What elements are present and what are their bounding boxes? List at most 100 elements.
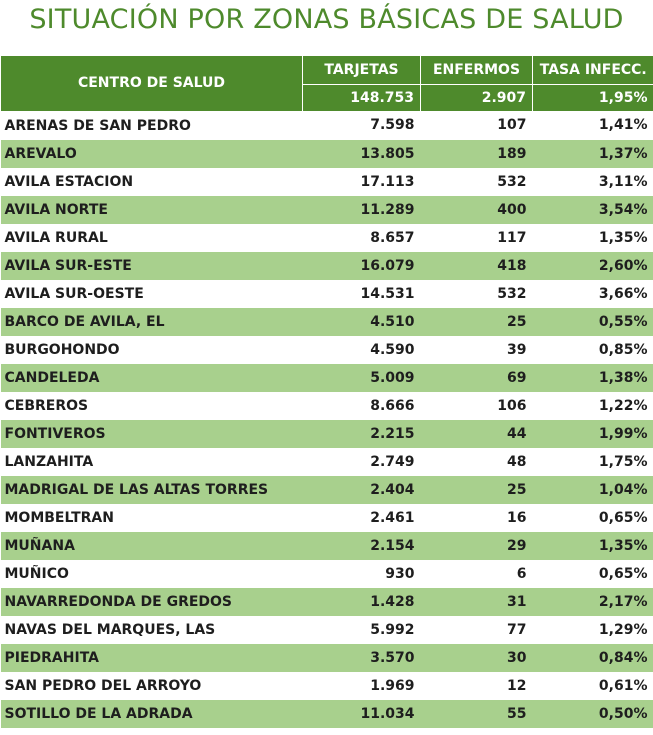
cell-centro: SAN PEDRO DEL ARROYO	[0, 671, 303, 700]
cell-tarjetas: 2.404	[302, 475, 421, 504]
table-row: AVILA ESTACION 17.113 532 3,11%	[0, 167, 653, 196]
cell-tarjetas: 16.079	[302, 251, 421, 280]
cell-tasa: 0,55%	[532, 307, 653, 336]
table-row: BURGOHONDO 4.590 39 0,85%	[0, 335, 653, 364]
cell-enfermos: 39	[420, 335, 533, 364]
cell-tasa: 0,84%	[532, 643, 653, 672]
cell-tasa: 1,35%	[532, 531, 653, 560]
cell-enfermos: 6	[420, 559, 533, 588]
table-row: MADRIGAL DE LAS ALTAS TORRES 2.404 25 1,04%	[0, 475, 653, 504]
table-row: NAVARREDONDA DE GREDOS 1.428 31 2,17%	[0, 587, 653, 616]
totals-row: 148.753 2.907 1,95%	[1, 84, 653, 111]
cell-tasa: 3,11%	[532, 167, 653, 196]
cell-enfermos: 69	[420, 363, 533, 392]
column-header-centro: CENTRO DE SALUD	[0, 56, 303, 112]
table-row: SAN PEDRO DEL ARROYO 1.969 12 0,61%	[0, 671, 653, 700]
cell-tasa: 2,60%	[532, 251, 653, 280]
cell-enfermos: 44	[420, 419, 533, 448]
cell-tasa: 1,04%	[532, 475, 653, 504]
cell-enfermos: 25	[420, 475, 533, 504]
cell-enfermos: 16	[420, 503, 533, 532]
cell-centro: AVILA SUR-OESTE	[0, 279, 303, 308]
cell-tasa: 0,85%	[532, 335, 653, 364]
table-row: FONTIVEROS 2.215 44 1,99%	[0, 419, 653, 448]
cell-tarjetas: 5.992	[302, 615, 421, 644]
table-header: CENTRO DE SALUD TARJETAS ENFERMOS TASA I…	[0, 56, 653, 112]
cell-tarjetas: 930	[302, 559, 421, 588]
cell-enfermos: 532	[420, 279, 533, 308]
cell-centro: LANZAHITA	[0, 447, 303, 476]
cell-centro: CANDELEDA	[0, 363, 303, 392]
cell-enfermos: 418	[420, 251, 533, 280]
cell-centro: CEBREROS	[0, 391, 303, 420]
total-tasa: 1,95%	[532, 84, 653, 111]
table-row: ARENAS DE SAN PEDRO 7.598 107 1,41%	[0, 111, 653, 140]
table-row: LANZAHITA 2.749 48 1,75%	[0, 447, 653, 476]
table-row: NAVAS DEL MARQUES, LAS 5.992 77 1,29%	[0, 615, 653, 644]
cell-tarjetas: 11.289	[302, 195, 421, 224]
cell-tasa: 1,35%	[532, 223, 653, 252]
cell-centro: AVILA SUR-ESTE	[0, 251, 303, 280]
cell-centro: AVILA RURAL	[0, 223, 303, 252]
table-row: MUÑICO 930 6 0,65%	[0, 559, 653, 588]
cell-centro: AREVALO	[0, 139, 303, 168]
cell-centro: MUÑICO	[0, 559, 303, 588]
cell-centro: PIEDRAHITA	[0, 643, 303, 672]
table-row: AREVALO 13.805 189 1,37%	[0, 139, 653, 168]
cell-tarjetas: 8.666	[302, 391, 421, 420]
cell-tasa: 0,50%	[532, 699, 653, 728]
cell-centro: FONTIVEROS	[0, 419, 303, 448]
table-row: CEBREROS 8.666 106 1,22%	[0, 391, 653, 420]
header-row: CENTRO DE SALUD TARJETAS ENFERMOS TASA I…	[0, 56, 653, 112]
cell-centro: AVILA ESTACION	[0, 167, 303, 196]
cell-tarjetas: 11.034	[302, 699, 421, 728]
cell-tarjetas: 2.461	[302, 503, 421, 532]
cell-centro: NAVAS DEL MARQUES, LAS	[0, 615, 303, 644]
cell-centro: ARENAS DE SAN PEDRO	[0, 111, 303, 140]
table-row: PIEDRAHITA 3.570 30 0,84%	[0, 643, 653, 672]
cell-enfermos: 400	[420, 195, 533, 224]
table-row: AVILA RURAL 8.657 117 1,35%	[0, 223, 653, 252]
cell-tarjetas: 8.657	[302, 223, 421, 252]
table-row: CANDELEDA 5.009 69 1,38%	[0, 363, 653, 392]
cell-centro: BURGOHONDO	[0, 335, 303, 364]
cell-enfermos: 117	[420, 223, 533, 252]
cell-tasa: 3,66%	[532, 279, 653, 308]
cell-tarjetas: 5.009	[302, 363, 421, 392]
cell-enfermos: 30	[420, 643, 533, 672]
cell-tasa: 3,54%	[532, 195, 653, 224]
cell-tasa: 0,65%	[532, 559, 653, 588]
cell-centro: MUÑANA	[0, 531, 303, 560]
cell-tarjetas: 4.510	[302, 307, 421, 336]
cell-enfermos: 107	[420, 111, 533, 140]
cell-enfermos: 189	[420, 139, 533, 168]
cell-tarjetas: 2.154	[302, 531, 421, 560]
total-tarjetas: 148.753	[302, 84, 421, 111]
table-row: MUÑANA 2.154 29 1,35%	[0, 531, 653, 560]
column-header-tarjetas: TARJETAS	[302, 56, 421, 85]
cell-tarjetas: 17.113	[302, 167, 421, 196]
column-header-enfermos: ENFERMOS	[420, 56, 533, 85]
total-enfermos: 2.907	[420, 84, 533, 111]
cell-tasa: 1,37%	[532, 139, 653, 168]
table-row: AVILA NORTE 11.289 400 3,54%	[0, 195, 653, 224]
cell-tasa: 1,99%	[532, 419, 653, 448]
cell-tarjetas: 7.598	[302, 111, 421, 140]
table-row: AVILA SUR-OESTE 14.531 532 3,66%	[0, 279, 653, 308]
cell-tasa: 1,22%	[532, 391, 653, 420]
cell-enfermos: 31	[420, 587, 533, 616]
cell-tasa: 1,38%	[532, 363, 653, 392]
health-zones-table: CENTRO DE SALUD TARJETAS ENFERMOS TASA I…	[0, 56, 653, 728]
page-title: SITUACIÓN POR ZONAS BÁSICAS DE SALUD	[29, 4, 624, 35]
cell-centro: MOMBELTRAN	[0, 503, 303, 532]
cell-tarjetas: 13.805	[302, 139, 421, 168]
cell-tasa: 0,65%	[532, 503, 653, 532]
table-row: SOTILLO DE LA ADRADA 11.034 55 0,50%	[0, 699, 653, 728]
cell-centro: NAVARREDONDA DE GREDOS	[0, 587, 303, 616]
cell-tarjetas: 4.590	[302, 335, 421, 364]
cell-tasa: 2,17%	[532, 587, 653, 616]
cell-tasa: 1,75%	[532, 447, 653, 476]
cell-enfermos: 48	[420, 447, 533, 476]
table-row: AVILA SUR-ESTE 16.079 418 2,60%	[0, 251, 653, 280]
cell-enfermos: 106	[420, 391, 533, 420]
